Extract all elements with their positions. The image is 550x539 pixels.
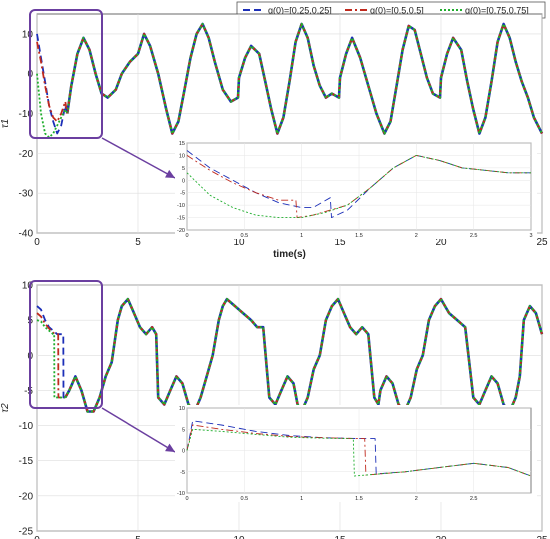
y-tick-label: -10 <box>19 109 34 120</box>
x-tick-label: 15 <box>334 237 346 248</box>
x-tick-label: 20 <box>435 237 447 248</box>
inset-y-tick-label: -5 <box>180 470 185 476</box>
transient-series-1 <box>36 41 69 123</box>
y-tick-label: -15 <box>19 456 34 467</box>
inset-y-tick-label: 10 <box>179 153 185 159</box>
inset-x-tick-label: 0 <box>185 496 188 502</box>
inset-y-tick-label: -15 <box>177 216 185 222</box>
x-tick-label: 20 <box>435 535 447 539</box>
transient-series-0 <box>36 33 69 135</box>
inset-x-tick-label: 0.5 <box>241 496 249 502</box>
inset-y-tick-label: 5 <box>182 427 185 433</box>
inset-x-tick-label: 2.5 <box>470 496 478 502</box>
x-axis-label: time(s) <box>273 249 306 260</box>
inset-y-tick-label: -10 <box>177 491 185 497</box>
zoom-arrowhead <box>165 443 175 452</box>
zoom-arrow <box>101 407 176 453</box>
y-tick-label: -20 <box>19 149 34 160</box>
legend-label-1: q(0)=[0.5,0.5] <box>370 6 424 16</box>
inset-series-1 <box>186 424 532 477</box>
x-tick-label: 0 <box>34 535 40 539</box>
inset-y-tick-label: -10 <box>177 203 185 209</box>
y-tick-label: -30 <box>19 189 34 200</box>
x-tick-label: 10 <box>233 535 245 539</box>
y-tick-label: -10 <box>19 421 34 432</box>
inset-x-tick-label: 1 <box>300 496 303 502</box>
inset-x-tick-label: 0 <box>185 233 188 239</box>
tau2-panel: 05101520251050-5-10-15-20-25time(s)τ200.… <box>0 280 548 539</box>
inset-x-tick-label: 3 <box>529 233 532 239</box>
inset-y-tick-label: -5 <box>180 191 185 197</box>
x-tick-label: 15 <box>334 535 346 539</box>
y-tick-label: -40 <box>19 229 34 240</box>
legend-label-0: q(0)=[0.25,0.25] <box>268 6 332 16</box>
inset-y-tick-label: 15 <box>179 141 185 147</box>
legend-label-2: q(0)=[0.75,0.75] <box>465 6 529 16</box>
highlight-box <box>29 280 103 409</box>
inset-series-0 <box>186 420 532 477</box>
x-tick-label: 10 <box>233 237 245 248</box>
inset-y-tick-label: 0 <box>182 449 185 455</box>
y-tick-label: -20 <box>19 491 34 502</box>
inset-x-tick-label: 1.5 <box>355 233 363 239</box>
inset-x-tick-label: 1 <box>300 233 303 239</box>
inset-series-0 <box>186 150 531 219</box>
inset-x-tick-label: 2 <box>415 496 418 502</box>
y-tick-label: 10 <box>22 29 34 40</box>
x-tick-label: 5 <box>135 535 141 539</box>
inset-y-tick-label: -20 <box>177 228 185 234</box>
zoom-arrowhead <box>165 169 175 178</box>
y-axis-label: τ2 <box>0 403 11 413</box>
x-tick-label: 25 <box>536 535 548 539</box>
zoom-arrow <box>101 137 176 179</box>
inset-y-tick-label: 0 <box>182 178 185 184</box>
y-axis-label: τ1 <box>0 119 11 128</box>
inset-series-2 <box>186 154 531 219</box>
y-tick-label: -5 <box>24 386 33 397</box>
transient-series-1 <box>36 312 66 399</box>
inset-x-tick-label: 0.5 <box>241 233 249 239</box>
x-tick-label: 5 <box>135 237 141 248</box>
steady-series-mid <box>66 22 543 135</box>
inset-x-tick-label: 2 <box>415 233 418 239</box>
x-tick-label: 0 <box>34 237 40 248</box>
inset-x-tick-label: 1.5 <box>355 496 363 502</box>
inset-y-tick-label: 5 <box>182 166 185 172</box>
y-tick-label: 10 <box>22 281 34 292</box>
highlight-box <box>29 9 103 139</box>
inset-series-2 <box>186 428 532 477</box>
inset-x-tick-label: 2.5 <box>470 233 478 239</box>
y-tick-label: -25 <box>19 527 34 538</box>
x-tick-label: 25 <box>536 237 548 248</box>
inset-y-tick-label: 10 <box>179 406 185 412</box>
